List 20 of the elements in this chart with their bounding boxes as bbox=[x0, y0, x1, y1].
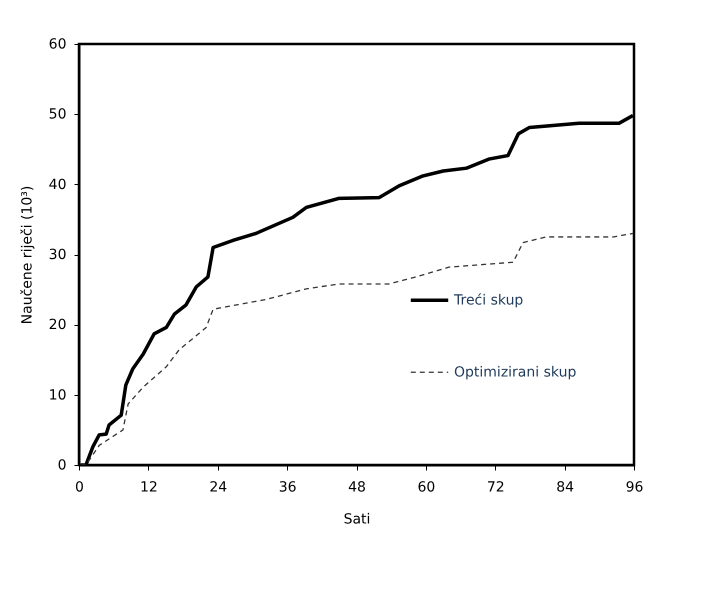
x-tick-label: 60 bbox=[417, 480, 436, 496]
x-axis-title: Sati bbox=[344, 512, 370, 528]
y-tick-label: 30 bbox=[48, 247, 66, 263]
x-tick-label: 36 bbox=[278, 480, 297, 496]
x-tick-label: 12 bbox=[140, 480, 158, 496]
legend-label: Optimizirani skup bbox=[454, 364, 576, 380]
y-axis-title: Naučene riječi (10³) bbox=[20, 186, 36, 324]
x-tick-label: 84 bbox=[556, 480, 574, 496]
y-tick-label: 60 bbox=[48, 36, 66, 52]
x-tick-label: 96 bbox=[626, 480, 644, 496]
y-tick-label: 0 bbox=[58, 458, 66, 474]
y-tick-label: 10 bbox=[48, 387, 66, 404]
y-tick-label: 40 bbox=[48, 176, 66, 193]
x-tick-label: 72 bbox=[486, 480, 505, 496]
y-tick-label: 50 bbox=[48, 106, 66, 123]
x-tick-label: 48 bbox=[348, 480, 366, 496]
legend-label: Treći skup bbox=[453, 292, 524, 308]
y-tick-label: 20 bbox=[48, 317, 66, 334]
x-tick-label: 0 bbox=[75, 480, 84, 496]
x-tick-label: 24 bbox=[209, 480, 228, 496]
